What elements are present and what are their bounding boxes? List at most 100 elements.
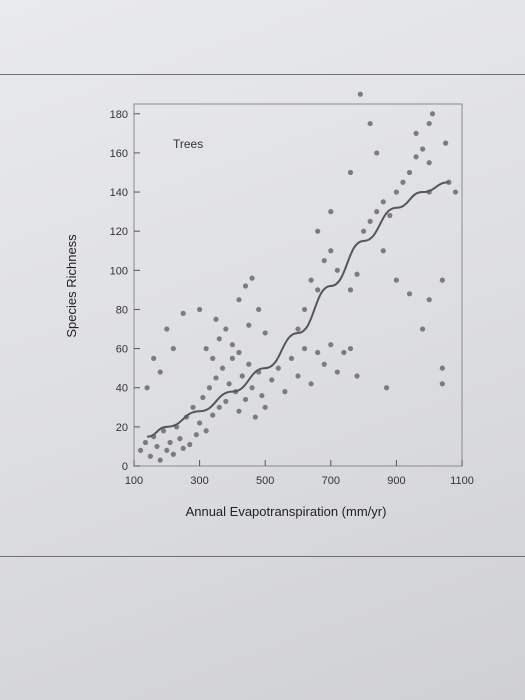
data-point [334, 267, 340, 273]
data-point [180, 445, 186, 451]
data-point [383, 385, 390, 391]
data-point [242, 396, 249, 403]
data-point [229, 355, 235, 361]
data-point [413, 154, 419, 160]
data-point [249, 385, 255, 391]
data-point [393, 189, 399, 195]
page-rule-bottom [0, 556, 525, 557]
data-point [210, 355, 216, 361]
data-point [216, 404, 222, 410]
data-point [213, 375, 219, 381]
data-point [288, 355, 295, 361]
data-point [315, 287, 321, 293]
y-tick-label: 180 [110, 109, 128, 121]
data-point [197, 420, 203, 426]
data-point [236, 297, 242, 303]
x-tick-label: 1100 [450, 475, 474, 487]
data-point [334, 369, 340, 375]
data-point [206, 385, 213, 391]
x-tick-label: 700 [322, 475, 340, 487]
data-point [354, 271, 360, 277]
data-point [439, 365, 445, 371]
data-point [400, 179, 406, 185]
data-point [203, 428, 209, 434]
data-point [393, 277, 399, 283]
x-tick-label: 900 [387, 475, 405, 487]
data-point [426, 160, 432, 166]
data-point [347, 169, 354, 176]
data-point [282, 389, 288, 395]
data-point [147, 453, 153, 459]
data-point [269, 377, 275, 383]
y-tick-label: 160 [110, 148, 128, 160]
data-point [180, 310, 186, 316]
data-point [426, 120, 432, 127]
data-point [413, 130, 419, 136]
data-point [242, 283, 249, 289]
x-axis-title: Annual Evapotranspiration (mm/yr) [186, 504, 387, 519]
data-point [321, 257, 327, 264]
data-point [452, 189, 459, 195]
data-point [200, 394, 206, 401]
data-point [226, 381, 232, 387]
y-tick-label: 80 [116, 304, 128, 316]
data-point [347, 345, 354, 352]
data-point [164, 447, 170, 453]
data-point [387, 212, 393, 219]
data-point [439, 277, 445, 283]
data-point [429, 111, 436, 117]
data-point [301, 306, 308, 313]
data-point [193, 432, 199, 438]
data-point [157, 457, 163, 463]
data-point [374, 209, 380, 215]
data-point [374, 150, 380, 156]
data-point [321, 361, 327, 367]
data-point [328, 248, 334, 254]
data-point [328, 209, 334, 215]
data-point [259, 392, 265, 399]
data-point [213, 316, 219, 322]
data-point [357, 91, 363, 97]
data-point [256, 306, 262, 313]
data-point [236, 349, 242, 356]
data-point [167, 439, 173, 446]
data-point [380, 199, 386, 205]
data-point [341, 349, 347, 356]
data-point [197, 306, 203, 313]
data-point [420, 146, 426, 152]
data-point [170, 451, 176, 457]
data-point [249, 275, 255, 281]
y-tick-label: 0 [122, 461, 128, 473]
data-point [315, 228, 321, 234]
data-point [295, 326, 301, 332]
data-point [439, 381, 445, 387]
data-point [354, 373, 360, 379]
data-point [406, 291, 413, 297]
data-point [347, 287, 354, 293]
data-point [239, 373, 245, 379]
data-point [308, 381, 314, 387]
data-point [308, 277, 314, 283]
data-point [367, 218, 373, 225]
data-point [301, 345, 308, 352]
x-tick-label: 500 [256, 475, 274, 487]
page-rule-top [0, 74, 525, 75]
data-point [426, 297, 432, 303]
data-point [203, 345, 209, 352]
data-point [170, 345, 176, 352]
data-point [160, 428, 167, 434]
data-point [223, 398, 229, 405]
data-point [229, 342, 235, 348]
trend-curve [147, 181, 449, 438]
data-point [420, 326, 426, 332]
data-point [262, 404, 268, 410]
y-tick-label: 140 [110, 187, 128, 199]
data-point [406, 169, 413, 176]
plot-frame [133, 103, 463, 467]
y-axis-title: Species Richness [64, 234, 79, 338]
data-point [236, 408, 242, 414]
data-point [210, 412, 216, 418]
y-tick-label: 120 [110, 226, 128, 238]
data-point [151, 355, 157, 361]
data-point [328, 342, 334, 348]
